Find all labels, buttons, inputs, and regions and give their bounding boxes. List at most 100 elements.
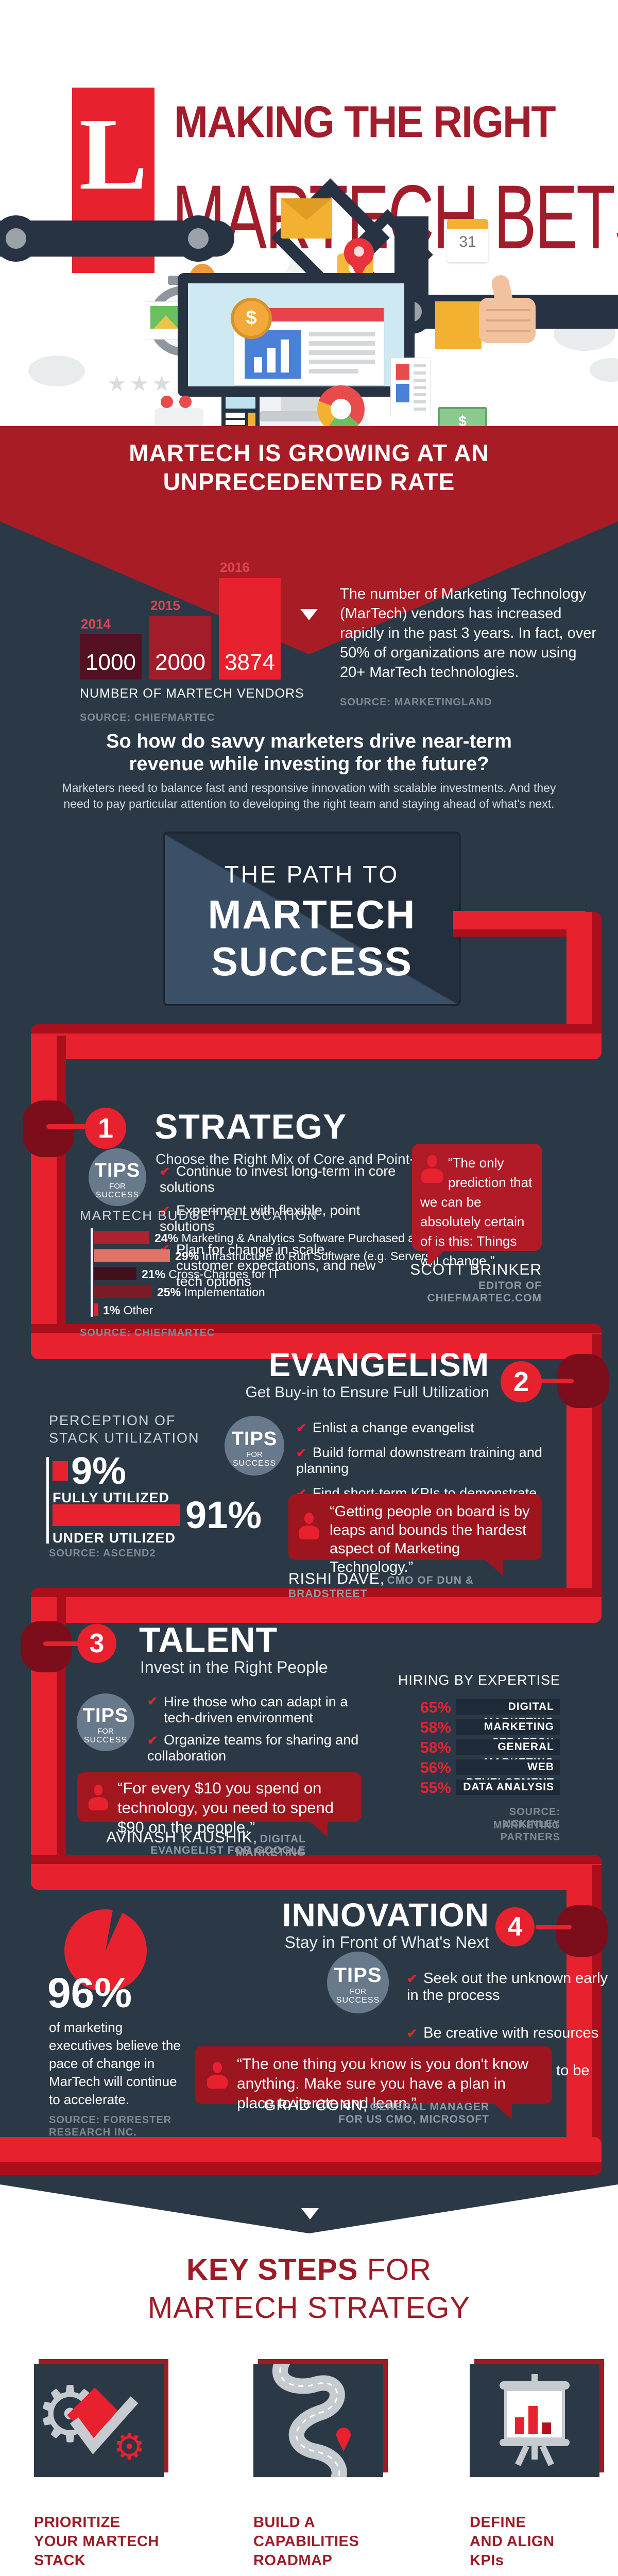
person-icon	[421, 1155, 443, 1183]
martech-illustration: 31	[0, 178, 618, 453]
stack-label-small: FULLY UTILIZED	[53, 1490, 170, 1505]
growth-banner	[0, 426, 618, 521]
quote-bubble-4-tail	[493, 2103, 512, 2120]
budget-source: SOURCE: CHIEFMARTEC	[80, 1327, 215, 1338]
hiring-pct-4: 56%	[420, 1759, 451, 1776]
quote-text: “For every $10 you spend on technology, …	[117, 1779, 334, 1836]
vendor-value-2014: 1000	[85, 650, 136, 675]
quote-bubble-3: “For every $10 you spend on technology, …	[77, 1772, 362, 1836]
stack-label-big: UNDER UTILIZED	[53, 1530, 176, 1546]
pipe-node-center	[6, 228, 26, 249]
text-line	[309, 341, 375, 346]
section-4-number: 4	[495, 1907, 535, 1946]
hiring-box-4: WEB DEVELOPMENT	[456, 1759, 560, 1788]
tip-item: ✔Plan for change in scale, customer expe…	[160, 1242, 386, 1290]
calendar-header	[447, 219, 488, 229]
stack-pct-small: 9%	[71, 1449, 126, 1492]
check-icon: ✔	[160, 1242, 170, 1290]
bill-symbol: $	[458, 413, 467, 429]
hiring-source-2: MARKETING PARTNERS	[493, 1820, 560, 1843]
person-icon	[89, 1785, 108, 1810]
heading-line: YOUR MARTECH	[34, 2533, 159, 2550]
quote-text: “Getting people on board is by leaps and…	[330, 1503, 530, 1575]
quote-3-attribution-1: AVINASH KAUSHIK, DIGITAL MARKETING	[77, 1829, 306, 1859]
down-arrow-icon	[301, 2208, 319, 2219]
quote-text: “The only prediction that we can be abso…	[420, 1155, 533, 1268]
stack-pct-big: 91%	[185, 1494, 262, 1536]
section-1-tips: ✔ Continue to invest long-term in core so…	[160, 1163, 407, 1290]
tip-text: Enlist a change evangelist	[313, 1420, 474, 1435]
tip-item: ✔ Seek out the unknown early in the proce…	[407, 1970, 618, 2004]
hiring-box-1: DIGITAL MARKETING	[456, 1699, 560, 1728]
pipe-node-center	[188, 228, 209, 249]
vendor-chart-source: SOURCE: CHIEFMARTEC	[80, 712, 215, 723]
doc-red-block	[396, 364, 409, 380]
budget-axis	[91, 1228, 93, 1317]
tip-text: Be creative with resources	[423, 2025, 599, 2041]
check-icon: ✔	[160, 1165, 170, 1179]
vendor-chart-caption: NUMBER OF MARTECH VENDORS	[80, 686, 304, 701]
budget-bar-1	[94, 1231, 149, 1244]
section-1-number: 1	[85, 1108, 126, 1149]
check-icon: ✔	[147, 1734, 158, 1748]
quote-2-attribution: RISHI DAVE, CMO OF DUN & BRADSTREET	[288, 1570, 546, 1600]
pipe-band-3	[31, 1588, 602, 1623]
stack-heading-1: PERCEPTION OF	[49, 1413, 176, 1428]
budget-bar-3	[94, 1267, 136, 1280]
path-card-line2: MARTECH	[208, 892, 416, 937]
stub-line-2	[539, 1379, 574, 1383]
quote-4-attribution-2: FOR US CMO, MICROSOFT	[338, 2113, 489, 2125]
tips-word: TIPS	[82, 1705, 129, 1726]
pipe-left-1	[31, 1036, 66, 1341]
stack-source: SOURCE: ASCEND2	[49, 1548, 156, 1559]
path-card-line1: THE PATH TO	[224, 861, 400, 888]
tips-word: TIPS	[231, 1428, 278, 1450]
growth-banner-line2: UNPRECEDENTED RATE	[163, 468, 455, 495]
pace-text: of marketing executives believe the pace…	[49, 2019, 181, 2109]
quote-2-role: CMO OF DUN & BRADSTREET	[288, 1574, 474, 1600]
keysteps-heading-1: PRIORITIZE YOUR MARTECH STACK	[34, 2513, 159, 2570]
hiring-source-1: SOURCE: MCKINLEY	[502, 1806, 560, 1829]
budget-pct: 24%	[154, 1231, 179, 1245]
pace-line: MarTech will continue	[49, 2074, 177, 2089]
section-2-title: EVANGELISM	[268, 1346, 489, 1383]
quote-bubble-2: “Getting people on board is by leaps and…	[288, 1494, 542, 1575]
calc-screen	[226, 397, 255, 409]
section-2-number: 2	[501, 1361, 542, 1402]
budget-bar-2	[94, 1249, 170, 1262]
check-icon: ✔	[296, 1421, 307, 1435]
vendor-bar-2014: 1000	[80, 634, 142, 680]
tips-success: SUCCESS	[336, 1996, 380, 2005]
hiring-pct-5: 55%	[420, 1780, 451, 1797]
budget-pct: 25%	[157, 1285, 181, 1299]
quote-2-author: RISHI DAVE,	[288, 1570, 385, 1587]
pace-pie-chart	[64, 1909, 147, 1992]
finger-line	[486, 319, 530, 321]
section-3-title: TALENT	[139, 1620, 278, 1659]
quote-bubble-3-tail	[309, 1821, 328, 1837]
keysteps-title-line2: MARTECH STRATEGY	[147, 2291, 471, 2325]
tips-success: SUCCESS	[95, 1191, 140, 1199]
envelope-flap	[281, 198, 332, 220]
fact-line: rapidly in the past 3 years. In fact, ov…	[340, 625, 597, 641]
chart-bar	[281, 340, 289, 372]
stack-bar-small	[53, 1461, 68, 1481]
heading-line: AND ALIGN	[470, 2533, 555, 2550]
pipe-band-1	[31, 1024, 602, 1059]
quote-1-role: EDITOR OF CHIEFMARTEC.COM	[427, 1280, 542, 1304]
check-icon: ✔	[407, 1972, 418, 1986]
person-icon	[207, 2062, 228, 2089]
stub-line-1	[46, 1124, 87, 1129]
tip-text: Seek out the unknown early in the proces…	[407, 1970, 608, 2004]
budget-label-5: 1% Other	[103, 1303, 153, 1317]
intro-sub-line2: need to pay particular attention to deve…	[63, 797, 555, 810]
pace-line: executives believe the	[49, 2038, 181, 2053]
pipe-node-3	[21, 1621, 72, 1672]
tip-item: ✔ Organize teams for sharing and collabor…	[147, 1732, 384, 1764]
heading-line: STACK	[34, 2552, 86, 2569]
tip-item: ✔ Experiment with flexible, point solutio…	[160, 1202, 407, 1234]
heading-line: ROADMAP	[253, 2552, 333, 2569]
pace-source-1: SOURCE: FORRESTER	[49, 2114, 172, 2126]
pace-line: pace of change in	[49, 2056, 155, 2071]
